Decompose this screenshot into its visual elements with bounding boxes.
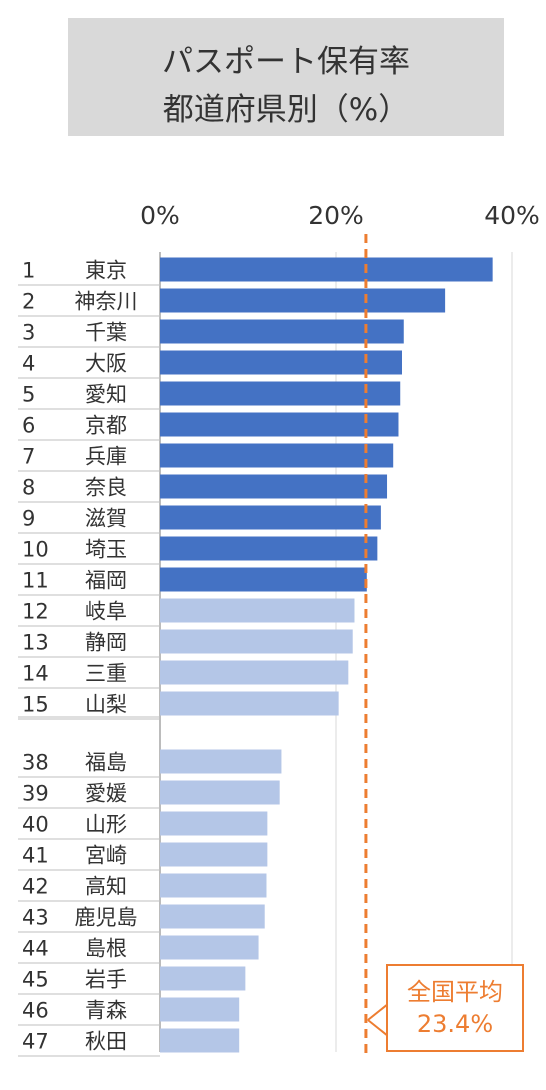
bar <box>160 842 268 867</box>
bar <box>160 381 401 406</box>
rank-label: 2 <box>22 290 35 314</box>
bar <box>160 691 339 716</box>
rank-label: 10 <box>22 538 49 562</box>
rank-label: 44 <box>22 937 49 961</box>
bar <box>160 567 367 592</box>
rank-label: 12 <box>22 600 49 624</box>
prefecture-label: 埼玉 <box>85 538 127 562</box>
chart-title-line-2: 都道府県別（%） <box>162 92 410 128</box>
prefecture-label: 福島 <box>85 751 127 775</box>
prefecture-label: 奈良 <box>85 476 127 500</box>
x-tick-label: 20% <box>308 201 364 230</box>
bar <box>160 474 388 499</box>
prefecture-label: 愛媛 <box>85 782 127 806</box>
prefecture-label: 山梨 <box>85 693 127 717</box>
prefecture-label: 神奈川 <box>75 290 138 314</box>
prefecture-label: 三重 <box>85 662 127 686</box>
bar <box>160 536 378 561</box>
prefecture-label: 山形 <box>85 813 127 837</box>
bar <box>160 443 394 468</box>
bar <box>160 598 355 623</box>
rank-label: 40 <box>22 813 49 837</box>
bar <box>160 780 280 805</box>
bar <box>160 660 349 685</box>
bar <box>160 350 402 375</box>
average-label: 全国平均 <box>407 978 503 1006</box>
bar <box>160 873 267 898</box>
bar <box>160 629 353 654</box>
bar <box>160 997 240 1022</box>
prefecture-label: 鹿児島 <box>75 906 138 930</box>
prefecture-label: 京都 <box>85 414 127 438</box>
bar <box>160 505 381 530</box>
rank-label: 11 <box>22 569 49 593</box>
bar <box>160 1028 240 1053</box>
rank-label: 1 <box>22 259 35 283</box>
rank-label: 43 <box>22 906 49 930</box>
rank-label: 38 <box>22 751 49 775</box>
rank-label: 14 <box>22 662 49 686</box>
average-value: 23.4% <box>416 1010 494 1038</box>
bar <box>160 966 246 991</box>
rank-label: 39 <box>22 782 49 806</box>
prefecture-label: 愛知 <box>85 383 127 407</box>
rank-label: 41 <box>22 844 49 868</box>
rank-label: 7 <box>22 445 35 469</box>
bar <box>160 412 399 437</box>
rank-label: 46 <box>22 999 49 1023</box>
bar <box>160 288 446 313</box>
prefecture-label: 兵庫 <box>85 445 127 469</box>
rank-label: 15 <box>22 693 49 717</box>
rank-label: 8 <box>22 476 35 500</box>
prefecture-label: 高知 <box>85 875 127 899</box>
bar <box>160 319 404 344</box>
prefecture-label: 岩手 <box>85 968 127 992</box>
rank-label: 9 <box>22 507 35 531</box>
prefecture-label: 宮崎 <box>85 844 127 868</box>
prefecture-label: 大阪 <box>85 352 127 376</box>
rank-label: 4 <box>22 352 35 376</box>
prefecture-label: 島根 <box>85 937 127 961</box>
rank-label: 6 <box>22 414 35 438</box>
chart-title-box: パスポート保有率 都道府県別（%） <box>68 18 504 136</box>
rank-label: 13 <box>22 631 49 655</box>
prefecture-label: 岐阜 <box>85 600 127 624</box>
x-tick-label: 40% <box>484 201 540 230</box>
prefecture-label: 千葉 <box>85 321 127 345</box>
prefecture-label: 静岡 <box>85 631 127 655</box>
bar <box>160 257 493 282</box>
bar <box>160 935 259 960</box>
rank-label: 47 <box>22 1030 49 1054</box>
prefecture-label: 滋賀 <box>85 507 127 531</box>
rank-label: 45 <box>22 968 49 992</box>
prefecture-label: 福岡 <box>85 569 127 593</box>
prefecture-label: 秋田 <box>85 1030 127 1054</box>
rank-label: 5 <box>22 383 35 407</box>
bar <box>160 749 282 774</box>
prefecture-label: 青森 <box>85 999 127 1023</box>
chart-title-line-1: パスポート保有率 <box>162 44 410 80</box>
national-average-callout: 全国平均 23.4% <box>386 964 524 1052</box>
rank-label: 42 <box>22 875 49 899</box>
x-tick-label: 0% <box>140 201 180 230</box>
callout-pointer <box>367 1001 389 1039</box>
bar <box>160 811 268 836</box>
bar <box>160 904 265 929</box>
prefecture-label: 東京 <box>85 259 127 283</box>
rank-label: 3 <box>22 321 35 345</box>
